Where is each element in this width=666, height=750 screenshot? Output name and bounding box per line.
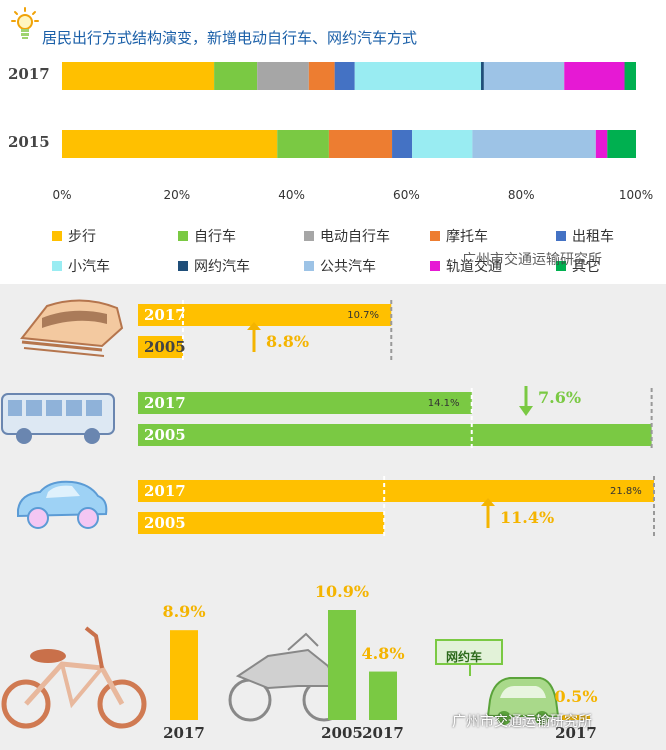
- legend-swatch: [430, 261, 440, 271]
- legend-swatch: [304, 231, 314, 241]
- year-label: 2017: [144, 306, 186, 324]
- x-tick-label: 60%: [393, 188, 420, 202]
- lightbulb-icon: [11, 7, 39, 39]
- bar-2017: [138, 392, 472, 414]
- year-label: 2005: [144, 426, 186, 444]
- chart-title: 居民出行方式结构演变，新增电动自行车、网约汽车方式: [42, 29, 418, 47]
- legend-label: 公共汽车: [320, 259, 376, 275]
- watermark-bottom: 广州市交通运输研究所: [452, 711, 592, 731]
- watermark-text: 广州市交通运输研究所: [452, 714, 592, 730]
- legend-swatch: [556, 231, 566, 241]
- year-label: 2017: [144, 482, 186, 500]
- up-arrow-head: [247, 322, 261, 330]
- legend-label: 自行车: [194, 229, 236, 245]
- value-label: 10.9%: [314, 582, 370, 601]
- legend-swatch: [52, 231, 62, 241]
- year-label: 2005: [144, 514, 186, 532]
- ride-hailing-sign-label: 网约车: [446, 650, 483, 664]
- bar-segment: [595, 130, 608, 158]
- bar-segment: [472, 130, 596, 158]
- bar-segment: [564, 62, 625, 90]
- year-label: 2017: [362, 724, 404, 742]
- comparison-bar-chart: [138, 300, 655, 720]
- legend-label: 轨道交通: [446, 259, 502, 275]
- bar-segment: [214, 62, 258, 90]
- vertical-bar: [562, 714, 590, 720]
- bar-2017: [138, 480, 654, 502]
- x-tick-label: 80%: [507, 188, 535, 202]
- legend-label: 摩托车: [446, 229, 488, 245]
- watermark-top: 广州市交通运输研究所: [462, 249, 602, 269]
- vertical-bar: [170, 630, 198, 720]
- legend-label: 电动自行车: [320, 229, 390, 245]
- x-tick-label: 0%: [52, 188, 72, 202]
- bar-2005: [138, 512, 385, 534]
- legend-label: 步行: [68, 229, 96, 245]
- bar-segment: [481, 62, 484, 90]
- legend-swatch: [430, 231, 440, 241]
- year-label: 2017: [163, 724, 205, 742]
- bar-2005: [138, 424, 652, 446]
- change-label: 8.8%: [266, 332, 310, 351]
- electric-bicycle-icon: [1, 626, 147, 729]
- legend-label: 小汽车: [68, 259, 110, 275]
- vertical-bar: [328, 610, 356, 720]
- value-label: 8.9%: [162, 602, 206, 622]
- legend-label: 出租车: [572, 229, 614, 245]
- legend-swatch: [304, 261, 314, 271]
- bar-segment: [334, 62, 355, 90]
- bar-segment: [607, 130, 636, 158]
- x-tick-label: 40%: [278, 188, 305, 202]
- x-tick-label: 20%: [163, 188, 191, 202]
- year-label: 2005: [144, 338, 186, 356]
- ride-hailing-car-icon: [435, 639, 560, 725]
- up-arrow-head: [481, 498, 495, 506]
- down-arrow-head: [519, 406, 533, 416]
- bar-segment: [624, 62, 636, 90]
- value-label: 14.1%: [427, 398, 460, 409]
- legend-swatch: [178, 261, 188, 271]
- category-label: 2015: [8, 133, 50, 151]
- bar-segment: [328, 130, 393, 158]
- legend-swatch: [52, 261, 62, 271]
- value-label: 4.8%: [361, 643, 405, 663]
- change-label: 11.4%: [500, 508, 555, 527]
- metro-train-icon: [20, 299, 124, 357]
- bar-segment: [412, 130, 473, 158]
- bar-2005-stub: [138, 336, 142, 358]
- bar-segment: [277, 130, 329, 158]
- value-label: 0.5%: [554, 686, 598, 706]
- change-label: 7.6%: [538, 388, 582, 407]
- year-label: 2017: [555, 724, 597, 742]
- category-label: 2017: [8, 65, 50, 83]
- legend-label: 网约汽车: [194, 259, 250, 275]
- stacked-bar-chart: [62, 62, 636, 158]
- legend-swatch: [178, 231, 188, 241]
- bar-segment: [483, 62, 565, 90]
- bar-segment: [354, 62, 482, 90]
- bar-2017: [138, 304, 392, 326]
- watermark-text: 广州市交通运输研究所: [462, 252, 602, 268]
- bar-2005-stub: [138, 512, 142, 534]
- bar-segment: [62, 130, 278, 158]
- car-icon: [17, 480, 108, 529]
- year-label: 2017: [144, 394, 186, 412]
- bar-2005: [138, 336, 183, 358]
- legend-label: 其它: [572, 259, 600, 275]
- vertical-bar: [369, 671, 397, 720]
- x-tick-label: 100%: [618, 188, 654, 202]
- legend-swatch: [556, 261, 566, 271]
- bar-segment: [392, 130, 413, 158]
- bar-segment: [308, 62, 335, 90]
- bus-icon: [1, 393, 115, 444]
- year-label: 2005: [321, 724, 363, 742]
- bar-segment: [257, 62, 309, 90]
- value-label: 10.7%: [347, 310, 380, 321]
- bar-segment: [62, 62, 215, 90]
- value-label: 21.8%: [610, 486, 642, 497]
- bar-2005-stub: [138, 424, 142, 446]
